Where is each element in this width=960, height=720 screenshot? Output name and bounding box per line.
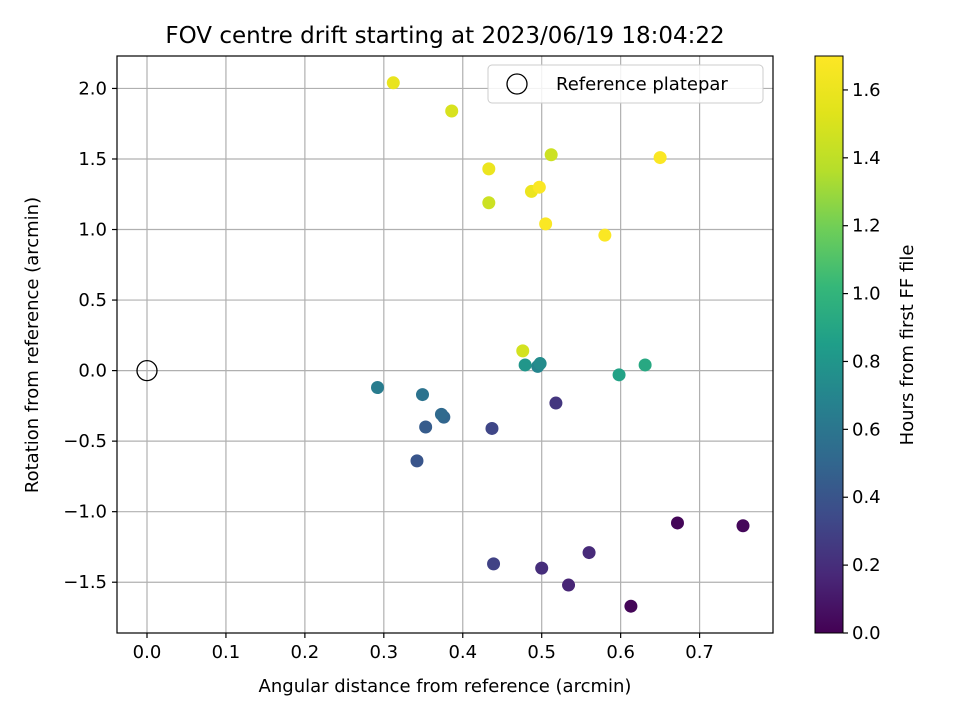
grid-lines — [117, 56, 773, 633]
data-point — [535, 561, 549, 575]
data-point — [434, 407, 448, 421]
colorbar-tick-label: 0.4 — [852, 487, 881, 508]
y-tick-label: 0.5 — [78, 290, 107, 311]
data-point — [612, 368, 626, 382]
colorbar-tick-label: 1.4 — [852, 148, 881, 169]
colorbar-tick-label: 0.0 — [852, 623, 881, 644]
data-point — [516, 344, 530, 358]
data-point — [736, 519, 750, 533]
data-point — [539, 217, 553, 231]
y-tick-label: −1.5 — [63, 572, 107, 593]
legend-label: Reference platepar — [556, 74, 728, 95]
x-axis-label: Angular distance from reference (arcmin) — [259, 676, 632, 697]
colorbar: 0.0 0.2 0.4 0.6 0.8 1.0 1.2 1.4 1.6 Hours from f… — [814, 55, 918, 644]
reference-marker — [136, 359, 158, 382]
y-tick-label: −0.5 — [63, 431, 107, 452]
colorbar-tick-label: 1.2 — [852, 216, 881, 237]
data-point — [445, 104, 459, 118]
data-point — [518, 358, 532, 372]
colorbar-tick-label: 0.6 — [852, 419, 881, 440]
data-point — [482, 196, 496, 210]
data-point — [624, 599, 638, 613]
colorbar-tick-label: 1.6 — [852, 80, 881, 101]
x-tick-label: 0.0 — [133, 642, 162, 663]
y-axis-ticks: 2.0 1.5 1.0 0.5 0.0 −0.5 −1.0 −1.5 — [63, 78, 117, 593]
x-tick-label: 0.1 — [212, 642, 241, 663]
y-tick-label: 0.0 — [78, 361, 107, 382]
x-tick-label: 0.3 — [370, 642, 399, 663]
y-tick-label: 2.0 — [78, 78, 107, 99]
data-point — [544, 148, 558, 162]
colorbar-tick-label: 1.0 — [852, 284, 881, 305]
colorbar-tick-label: 0.2 — [852, 555, 881, 576]
x-axis-ticks: 0.0 0.1 0.2 0.3 0.4 0.5 0.6 0.7 — [133, 633, 714, 663]
data-point — [485, 421, 499, 435]
data-point — [532, 180, 546, 194]
y-axis-label: Rotation from reference (arcmin) — [22, 197, 43, 493]
y-tick-label: 1.0 — [78, 220, 107, 241]
legend-box — [487, 64, 764, 104]
x-tick-label: 0.5 — [527, 642, 556, 663]
legend: Reference platepar — [487, 64, 764, 104]
x-tick-label: 0.4 — [448, 642, 477, 663]
x-tick-label: 0.7 — [685, 642, 714, 663]
data-points — [371, 76, 750, 613]
data-point — [582, 546, 596, 560]
data-point — [653, 151, 667, 165]
y-tick-label: −1.0 — [63, 502, 107, 523]
data-point — [482, 162, 496, 176]
plot-frame — [116, 55, 774, 634]
x-tick-label: 0.2 — [291, 642, 320, 663]
data-point — [549, 396, 563, 410]
legend-marker-icon — [506, 73, 528, 95]
data-point — [419, 420, 433, 434]
colorbar-tick-label: 0.8 — [852, 351, 881, 372]
data-point — [487, 557, 501, 571]
colorbar-gradient — [814, 55, 844, 634]
chart-title: FOV centre drift starting at 2023/06/19 … — [165, 23, 724, 49]
data-point — [533, 357, 547, 371]
reference-platepar-marker — [136, 359, 158, 382]
data-point — [410, 454, 424, 468]
x-tick-label: 0.6 — [606, 642, 635, 663]
data-point — [638, 358, 652, 372]
data-point — [386, 76, 400, 90]
data-point — [598, 228, 612, 242]
data-point — [670, 516, 684, 530]
data-point — [416, 388, 430, 402]
colorbar-label: Hours from first FF file — [897, 245, 918, 446]
data-point — [562, 578, 576, 592]
data-point — [371, 381, 385, 395]
colorbar-ticks: 0.0 0.2 0.4 0.6 0.8 1.0 1.2 1.4 1.6 — [843, 80, 881, 644]
y-tick-label: 1.5 — [78, 149, 107, 170]
